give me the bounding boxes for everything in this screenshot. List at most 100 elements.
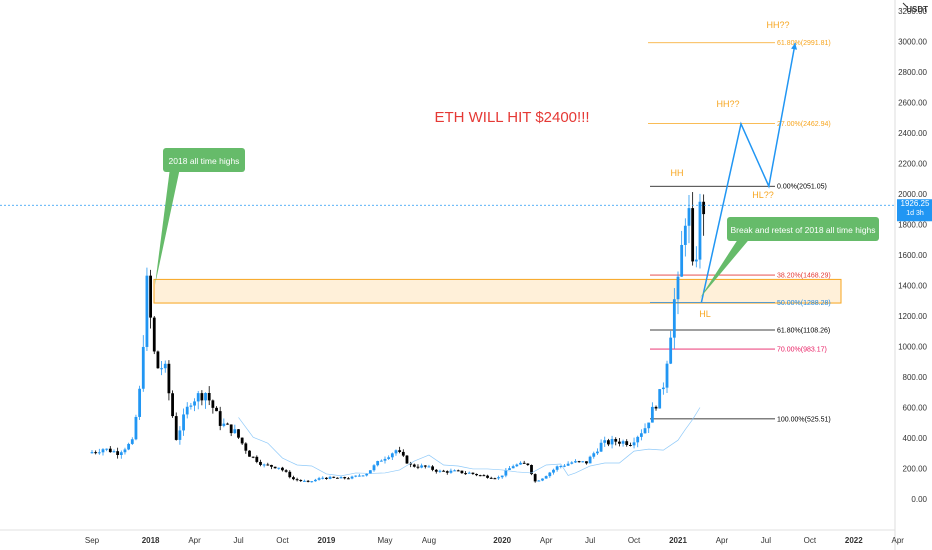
- candle-body: [306, 480, 310, 482]
- candle-body: [251, 456, 255, 458]
- candle-body: [189, 405, 193, 407]
- fib-level-label: 61.80%(1108.26): [777, 327, 830, 334]
- current-price-value: 1926.25: [901, 199, 930, 208]
- candle-body: [229, 424, 233, 434]
- candle-body: [303, 480, 306, 482]
- candle-body: [163, 363, 167, 369]
- candle-body: [632, 442, 636, 446]
- candle-body: [152, 317, 156, 352]
- label-hh: HH: [671, 168, 684, 178]
- x-tick-label: 2018: [142, 536, 160, 545]
- candle-body: [196, 393, 200, 402]
- candle-body: [610, 439, 614, 445]
- candle-body: [563, 465, 566, 467]
- y-tick-label: 2400.00: [898, 129, 927, 138]
- candle-body: [683, 225, 687, 245]
- candle-body: [182, 414, 185, 431]
- candle-body: [376, 461, 380, 466]
- candle-body: [504, 469, 508, 476]
- candle-body: [266, 464, 270, 466]
- candle-body: [658, 389, 662, 409]
- candle-body: [335, 477, 339, 479]
- candle-body: [409, 463, 413, 465]
- currency-dropdown-icon[interactable]: [902, 2, 908, 8]
- candle-body: [405, 455, 409, 464]
- candle-body: [108, 448, 112, 453]
- callout-2018-text: 2018 all time highs: [169, 156, 240, 166]
- y-tick-label: 800.00: [903, 373, 928, 382]
- candle-body: [281, 467, 284, 471]
- candle-body: [486, 475, 489, 478]
- candle-body: [346, 478, 350, 480]
- fib-level-label: 50.00%(1288.28): [777, 300, 831, 307]
- candle-body: [171, 393, 174, 417]
- support-zone[interactable]: [153, 278, 842, 304]
- x-tick-label: Apr: [892, 536, 905, 545]
- candle-body: [160, 368, 163, 370]
- candle-body: [676, 276, 680, 300]
- x-tick-label: May: [377, 536, 392, 545]
- candle-body: [478, 475, 482, 477]
- candle-body: [379, 460, 383, 462]
- candle-body: [526, 463, 530, 465]
- candle-body: [570, 462, 574, 464]
- y-tick-label: 200.00: [903, 465, 928, 474]
- x-tick-label: Jul: [761, 536, 771, 545]
- candle-body: [244, 443, 248, 451]
- candle-body: [537, 480, 541, 482]
- currency-label: USDT: [906, 5, 928, 14]
- candle-body: [672, 299, 676, 338]
- candle-body: [134, 416, 138, 440]
- candle-body: [533, 474, 537, 482]
- candle-body: [618, 441, 621, 444]
- candle-body: [596, 451, 599, 454]
- y-tick-label: 2800.00: [898, 68, 927, 77]
- candle-body: [694, 259, 698, 262]
- candle-body: [552, 469, 555, 473]
- candle-body: [368, 470, 372, 474]
- candle-body: [174, 416, 178, 440]
- candle-body: [123, 449, 127, 453]
- candle-body: [226, 423, 229, 425]
- fib-level-label: 27.00%(2462.94): [777, 121, 831, 128]
- candle-body: [237, 429, 240, 438]
- candle-body: [416, 466, 420, 468]
- x-tick-label: 2020: [493, 536, 511, 545]
- candle-body: [332, 476, 336, 478]
- candle-body: [559, 465, 563, 467]
- candle-body: [94, 452, 98, 454]
- candle-body: [317, 478, 321, 480]
- candle-body: [145, 275, 149, 347]
- candle-body: [90, 452, 94, 454]
- candle-body: [354, 475, 358, 477]
- callout-break-retest[interactable]: Break and retest of 2018 all time highs: [700, 217, 879, 298]
- candle-body: [500, 475, 504, 478]
- candle-body: [434, 469, 438, 472]
- x-tick-label: Aug: [422, 536, 436, 545]
- y-tick-label: 0.00: [911, 495, 927, 504]
- candle-body: [273, 466, 277, 469]
- price-axis-panel: [895, 0, 932, 550]
- candle-body: [702, 201, 706, 215]
- candle-body: [643, 428, 647, 434]
- candle-body: [475, 473, 478, 476]
- candle-body: [372, 465, 376, 471]
- candle-body: [427, 466, 431, 468]
- candle-body: [412, 464, 416, 467]
- x-tick-label: Jul: [233, 536, 243, 545]
- candle-body: [284, 470, 288, 472]
- x-tick-label: Apr: [716, 536, 729, 545]
- callout-2018-all-time-highs[interactable]: 2018 all time highs: [155, 148, 245, 285]
- headline-text: ETH WILL HIT $2400!!!: [434, 109, 589, 126]
- y-tick-label: 1600.00: [898, 251, 927, 260]
- candle-body: [383, 458, 387, 461]
- candle-body: [222, 423, 226, 426]
- candle-body: [650, 406, 654, 423]
- candle-body: [438, 470, 442, 472]
- candle-body: [628, 444, 632, 446]
- candle-body: [603, 440, 607, 443]
- candle-body: [105, 448, 109, 450]
- candle-body: [295, 479, 299, 481]
